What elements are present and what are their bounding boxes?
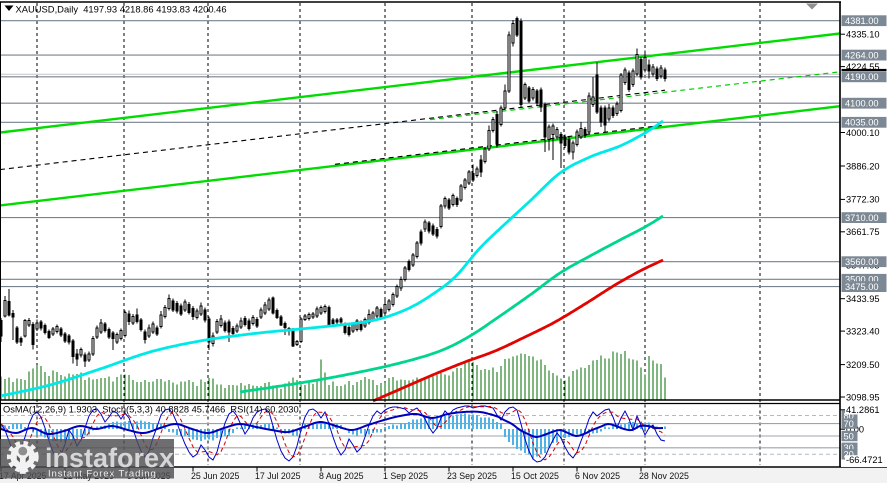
svg-text:6 Nov 2025: 6 Nov 2025 — [575, 471, 620, 481]
svg-text:XAUUSD,Daily 4197.93 4218.86: XAUUSD,Daily 4197.93 4218.86 4193.83 420… — [16, 3, 227, 14]
svg-text:28 Nov 2025: 28 Nov 2025 — [639, 471, 689, 481]
svg-text:3209.50: 3209.50 — [846, 360, 880, 370]
svg-text:3560.00: 3560.00 — [845, 257, 879, 267]
svg-text:1 Sep 2025: 1 Sep 2025 — [383, 471, 428, 481]
svg-text:3433.95: 3433.95 — [846, 294, 880, 304]
svg-text:50: 50 — [844, 431, 854, 441]
svg-text:20: 20 — [844, 450, 854, 460]
svg-text:Instant Forex Trading: Instant Forex Trading — [48, 469, 157, 480]
svg-text:-66.4721: -66.4721 — [846, 455, 883, 465]
svg-text:17 Jul 2025: 17 Jul 2025 — [255, 471, 301, 481]
svg-text:3886.20: 3886.20 — [846, 161, 880, 171]
svg-text:0.00: 0.00 — [846, 425, 864, 435]
svg-text:4224.55: 4224.55 — [846, 62, 880, 72]
svg-text:4190.00: 4190.00 — [845, 72, 879, 82]
svg-text:25 Jun 2025: 25 Jun 2025 — [191, 471, 240, 481]
svg-text:23 Sep 2025: 23 Sep 2025 — [447, 471, 497, 481]
svg-text:OsMA(12,26,9) 1.9303 Stoch(5,: OsMA(12,26,9) 1.9303 Stoch(5,3,3) 40.882… — [3, 405, 299, 415]
svg-text:3500.00: 3500.00 — [845, 275, 879, 285]
svg-text:8 Aug 2025: 8 Aug 2025 — [319, 471, 364, 481]
svg-text:80: 80 — [844, 411, 854, 421]
svg-text:3772.30: 3772.30 — [846, 195, 880, 205]
svg-text:instaforex: instaforex — [45, 443, 174, 473]
svg-text:4100.00: 4100.00 — [845, 99, 879, 109]
svg-text:4264.00: 4264.00 — [845, 51, 879, 61]
svg-text:3475.00: 3475.00 — [845, 282, 879, 292]
svg-text:15 Oct 2025: 15 Oct 2025 — [511, 471, 559, 481]
svg-text:4035.00: 4035.00 — [845, 118, 879, 128]
svg-text:41.2861: 41.2861 — [846, 405, 880, 415]
svg-text:3710.00: 3710.00 — [845, 213, 879, 223]
svg-text:3661.75: 3661.75 — [846, 227, 880, 237]
svg-text:3323.40: 3323.40 — [846, 326, 880, 336]
svg-text:4000.10: 4000.10 — [846, 128, 880, 138]
svg-text:4335.10: 4335.10 — [846, 30, 880, 40]
svg-text:3098.95: 3098.95 — [846, 392, 880, 402]
svg-text:70: 70 — [844, 419, 854, 429]
svg-text:30: 30 — [844, 443, 854, 453]
svg-text:4381.00: 4381.00 — [845, 16, 879, 26]
